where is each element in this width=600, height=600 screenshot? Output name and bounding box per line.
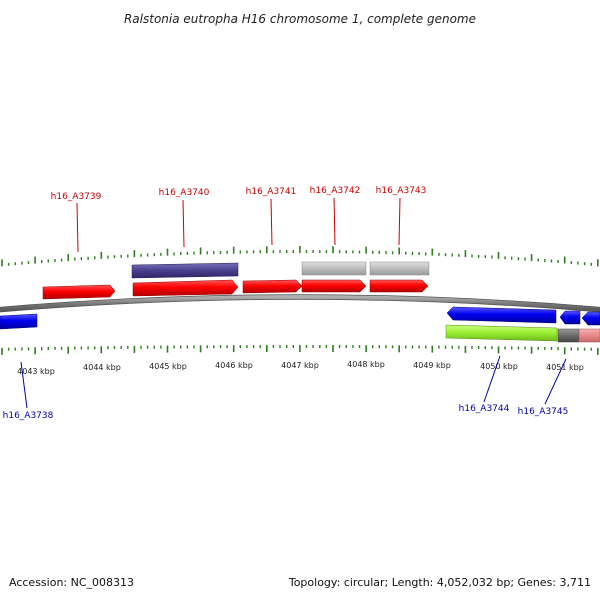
gene-label[interactable]: h16_A3740	[159, 188, 210, 198]
gene-feature-h16-a3745[interactable]	[559, 310, 581, 325]
tick-label: 4043 kbp	[17, 367, 55, 376]
annotation-track-gray[interactable]	[301, 261, 367, 276]
tick-label: 4045 kbp	[149, 362, 187, 371]
gene-label[interactable]: h16_A3744	[459, 404, 510, 414]
annotation-track-green[interactable]	[445, 324, 558, 342]
gene-label[interactable]: h16_A3739	[51, 192, 102, 202]
gene-label[interactable]: h16_A3741	[246, 187, 297, 197]
tick-label: 4046 kbp	[215, 361, 253, 370]
gene-feature-h16-a3741[interactable]	[242, 279, 303, 294]
bottom-tick-marks	[1, 345, 599, 355]
gene-feature-h16-a3740[interactable]	[132, 279, 239, 297]
gene-label[interactable]: h16_A3738	[3, 411, 54, 421]
annotation-track-pink[interactable]	[578, 328, 600, 343]
gene-feature-h16-a3744[interactable]	[446, 306, 557, 324]
gene-feature-h16-a3738[interactable]	[0, 313, 38, 330]
forward-leader-lines	[76, 197, 401, 253]
gene-feature-h16-a3739[interactable]	[42, 284, 116, 300]
accession-text: Accession: NC_008313	[9, 576, 135, 589]
tick-label: 4050 kbp	[480, 362, 518, 371]
topology-text: Topology: circular; Length: 4,052,032 bp…	[288, 576, 591, 589]
reverse-leader-lines	[20, 355, 567, 409]
gene-label[interactable]: h16_A3743	[376, 186, 427, 196]
gene-feature-h16-a3743[interactable]	[369, 279, 429, 293]
tick-label: 4044 kbp	[83, 363, 121, 372]
tick-label: 4047 kbp	[281, 361, 319, 370]
tick-label: 4051 kbp	[546, 363, 584, 372]
tick-labels: 4043 kbp 4044 kbp 4045 kbp 4046 kbp 4047…	[17, 360, 584, 376]
chromosome-backbone	[0, 295, 600, 312]
annotation-track-dark[interactable]	[557, 328, 580, 343]
annotation-track-gray[interactable]	[369, 261, 430, 276]
annotation-track-navy[interactable]	[131, 262, 239, 279]
tick-label: 4049 kbp	[413, 361, 451, 370]
gene-feature-next[interactable]	[581, 311, 600, 326]
gene-label[interactable]: h16_A3745	[518, 407, 569, 417]
gene-feature-h16-a3742[interactable]	[301, 279, 367, 293]
tick-label: 4048 kbp	[347, 360, 385, 369]
top-tick-marks	[1, 246, 599, 267]
gene-label[interactable]: h16_A3742	[310, 186, 361, 196]
map-title: Ralstonia eutropha H16 chromosome 1, com…	[124, 12, 476, 26]
